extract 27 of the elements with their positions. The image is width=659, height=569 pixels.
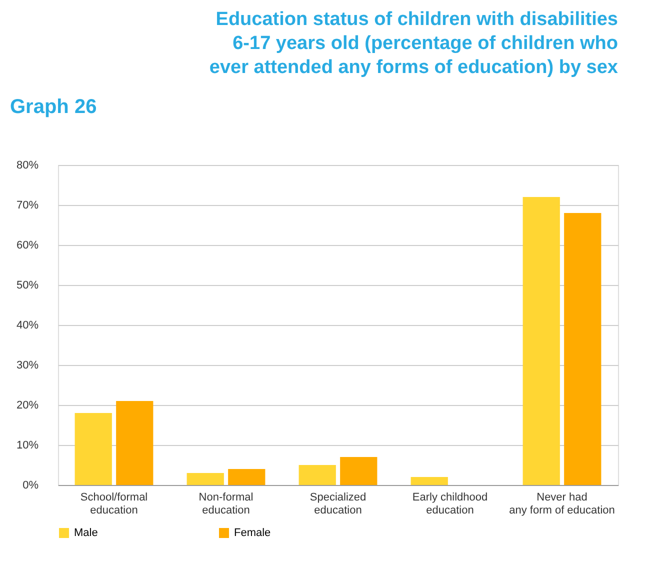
bar xyxy=(340,457,378,485)
x-tick-label: Never had any form of education xyxy=(509,492,615,516)
chart-title: Education status of children with disabilities 6-17 years old (percentage of children who ever attended any forms of education) by sex xyxy=(209,9,618,78)
y-tick-label: 70% xyxy=(16,200,39,212)
x-tick-label: Early childhood education xyxy=(412,492,488,516)
y-tick-label: 10% xyxy=(16,440,39,452)
y-tick-label: 30% xyxy=(16,360,39,372)
y-tick-label: 80% xyxy=(16,160,39,172)
y-tick-label: 20% xyxy=(16,400,39,412)
y-tick-label: 50% xyxy=(16,280,39,292)
x-tick-label: Non-formal education xyxy=(198,492,254,516)
bar xyxy=(116,401,154,485)
legend-label: Female xyxy=(234,527,271,539)
bar xyxy=(74,413,112,485)
bar xyxy=(410,477,448,485)
x-tick-label: Specialized education xyxy=(310,492,366,516)
y-tick-label: 0% xyxy=(22,480,39,492)
y-tick-label: 60% xyxy=(16,240,39,252)
legend-label: Male xyxy=(74,527,98,539)
y-tick-label: 40% xyxy=(16,320,39,332)
bar xyxy=(298,465,336,485)
caption: Graph 26 xyxy=(10,96,97,118)
bar xyxy=(522,197,560,485)
bar xyxy=(564,213,602,485)
bar xyxy=(228,469,266,485)
x-tick-label: School/formal education xyxy=(80,492,148,516)
bar xyxy=(186,473,224,485)
